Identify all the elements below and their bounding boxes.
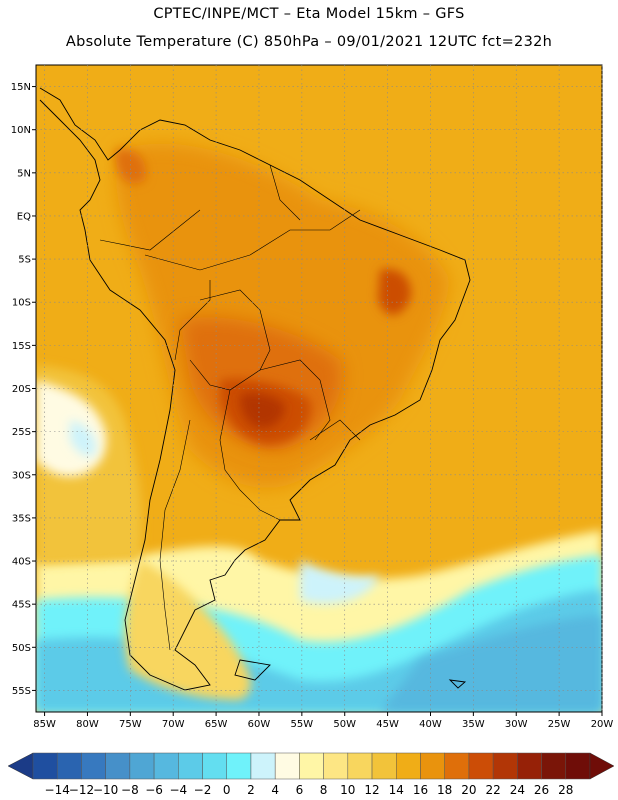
lat-tick-label: 5N xyxy=(17,168,31,179)
colorbar-label: 4 xyxy=(271,783,279,797)
lon-tick-label: 35W xyxy=(462,719,485,730)
colorbar-label: 12 xyxy=(364,783,379,797)
colorbar-swatch xyxy=(323,752,349,780)
coastline xyxy=(39,87,471,691)
chart-title: CPTEC/INPE/MCT – Eta Model 15km – GFS xyxy=(153,6,465,22)
colorbar-label: 2 xyxy=(247,783,255,797)
temperature-field xyxy=(36,65,602,712)
lat-tick-label: 5S xyxy=(18,255,31,266)
colorbar-label: 14 xyxy=(389,783,404,797)
colorbar-label: −8 xyxy=(121,783,139,797)
lat-tick-label: 30S xyxy=(12,470,31,481)
lat-tick-label: 45S xyxy=(12,600,31,611)
colorbar-swatch xyxy=(274,752,300,780)
lat-tick-label: 20S xyxy=(12,384,31,395)
lon-tick-label: 25W xyxy=(548,719,571,730)
colorbar-swatch xyxy=(420,752,445,780)
colorbar-swatch xyxy=(226,752,252,780)
colorbar-swatch xyxy=(178,752,203,780)
lon-tick-label: 45W xyxy=(376,719,399,730)
colorbar-swatch xyxy=(202,752,227,780)
latitude-axis: 15N 10N 5N EQ 5S 10S 15S 20S 25S 30S 35S 40S 45S 50S 5… xyxy=(11,82,36,697)
colorbar-label: 0 xyxy=(223,783,231,797)
lat-tick-label: 10N xyxy=(11,125,31,136)
lat-tick-label: 40S xyxy=(12,557,31,568)
chart-subtitle: Absolute Temperature (C) 850hPa – 09/01/… xyxy=(65,34,553,50)
colorbar-swatch xyxy=(541,752,567,780)
colorbar-label: 24 xyxy=(510,783,525,797)
colorbar-swatch xyxy=(565,752,591,780)
colorbar-swatch xyxy=(250,752,276,780)
colorbar-swatch xyxy=(468,752,494,780)
lon-tick-label: 65W xyxy=(205,719,228,730)
colorbar-swatch xyxy=(129,752,155,780)
lat-tick-label: EQ xyxy=(17,211,31,222)
colorbar-under-arrow xyxy=(7,752,34,780)
lat-tick-label: 10S xyxy=(12,298,31,309)
lat-tick-label: 25S xyxy=(12,427,31,438)
colorbar-swatch xyxy=(371,752,397,780)
lat-tick-label: 50S xyxy=(12,643,31,654)
country-borders xyxy=(99,164,361,651)
colorbar-label: −6 xyxy=(145,783,163,797)
colorbar-swatch xyxy=(396,752,421,780)
colorbar-swatch xyxy=(105,752,131,780)
colorbar-label: 28 xyxy=(558,783,573,797)
colorbar-label: 16 xyxy=(413,783,428,797)
colorbar-label: −4 xyxy=(169,783,187,797)
lon-tick-label: 85W xyxy=(33,719,56,730)
lon-tick-label: 30W xyxy=(505,719,528,730)
lat-tick-label: 15S xyxy=(12,341,31,352)
colorbar-label: 20 xyxy=(461,783,476,797)
lon-tick-label: 20W xyxy=(591,719,614,730)
colorbar-label: −10 xyxy=(93,783,118,797)
lat-tick-label: 55S xyxy=(12,686,31,697)
colorbar-swatch xyxy=(153,752,179,780)
colorbar-swatch xyxy=(492,752,518,780)
colorbar-label: 6 xyxy=(296,783,304,797)
colorbar-swatch xyxy=(517,752,542,780)
colorbar-swatch xyxy=(347,752,373,780)
colorbar-swatch xyxy=(444,752,470,780)
colorbar-label: −2 xyxy=(194,783,212,797)
colorbar-label: −12 xyxy=(69,783,94,797)
colorbar-swatch xyxy=(32,752,58,780)
lon-tick-label: 75W xyxy=(119,719,142,730)
lon-tick-label: 80W xyxy=(76,719,99,730)
longitude-axis: 85W 80W 75W 70W 65W 60W 55W 50W 45W 40W 35W 30W 25W 2… xyxy=(33,712,613,730)
lon-tick-label: 60W xyxy=(248,719,271,730)
colorbar-label: 8 xyxy=(320,783,328,797)
colorbar-swatch xyxy=(81,752,106,780)
colorbar-swatch xyxy=(56,752,82,780)
lon-tick-label: 40W xyxy=(419,719,442,730)
colorbar-label: 22 xyxy=(485,783,500,797)
lon-tick-label: 70W xyxy=(162,719,185,730)
colorbar-label: 10 xyxy=(340,783,355,797)
colorbar-swatch xyxy=(299,752,324,780)
lon-tick-label: 50W xyxy=(333,719,356,730)
colorbar-label: −14 xyxy=(45,783,70,797)
lat-tick-label: 35S xyxy=(12,513,31,524)
lat-tick-label: 15N xyxy=(11,82,31,93)
lon-tick-label: 55W xyxy=(291,719,314,730)
colorbar-label: 18 xyxy=(437,783,452,797)
colorbar-label: 26 xyxy=(534,783,549,797)
colorbar-over-arrow xyxy=(589,752,615,780)
